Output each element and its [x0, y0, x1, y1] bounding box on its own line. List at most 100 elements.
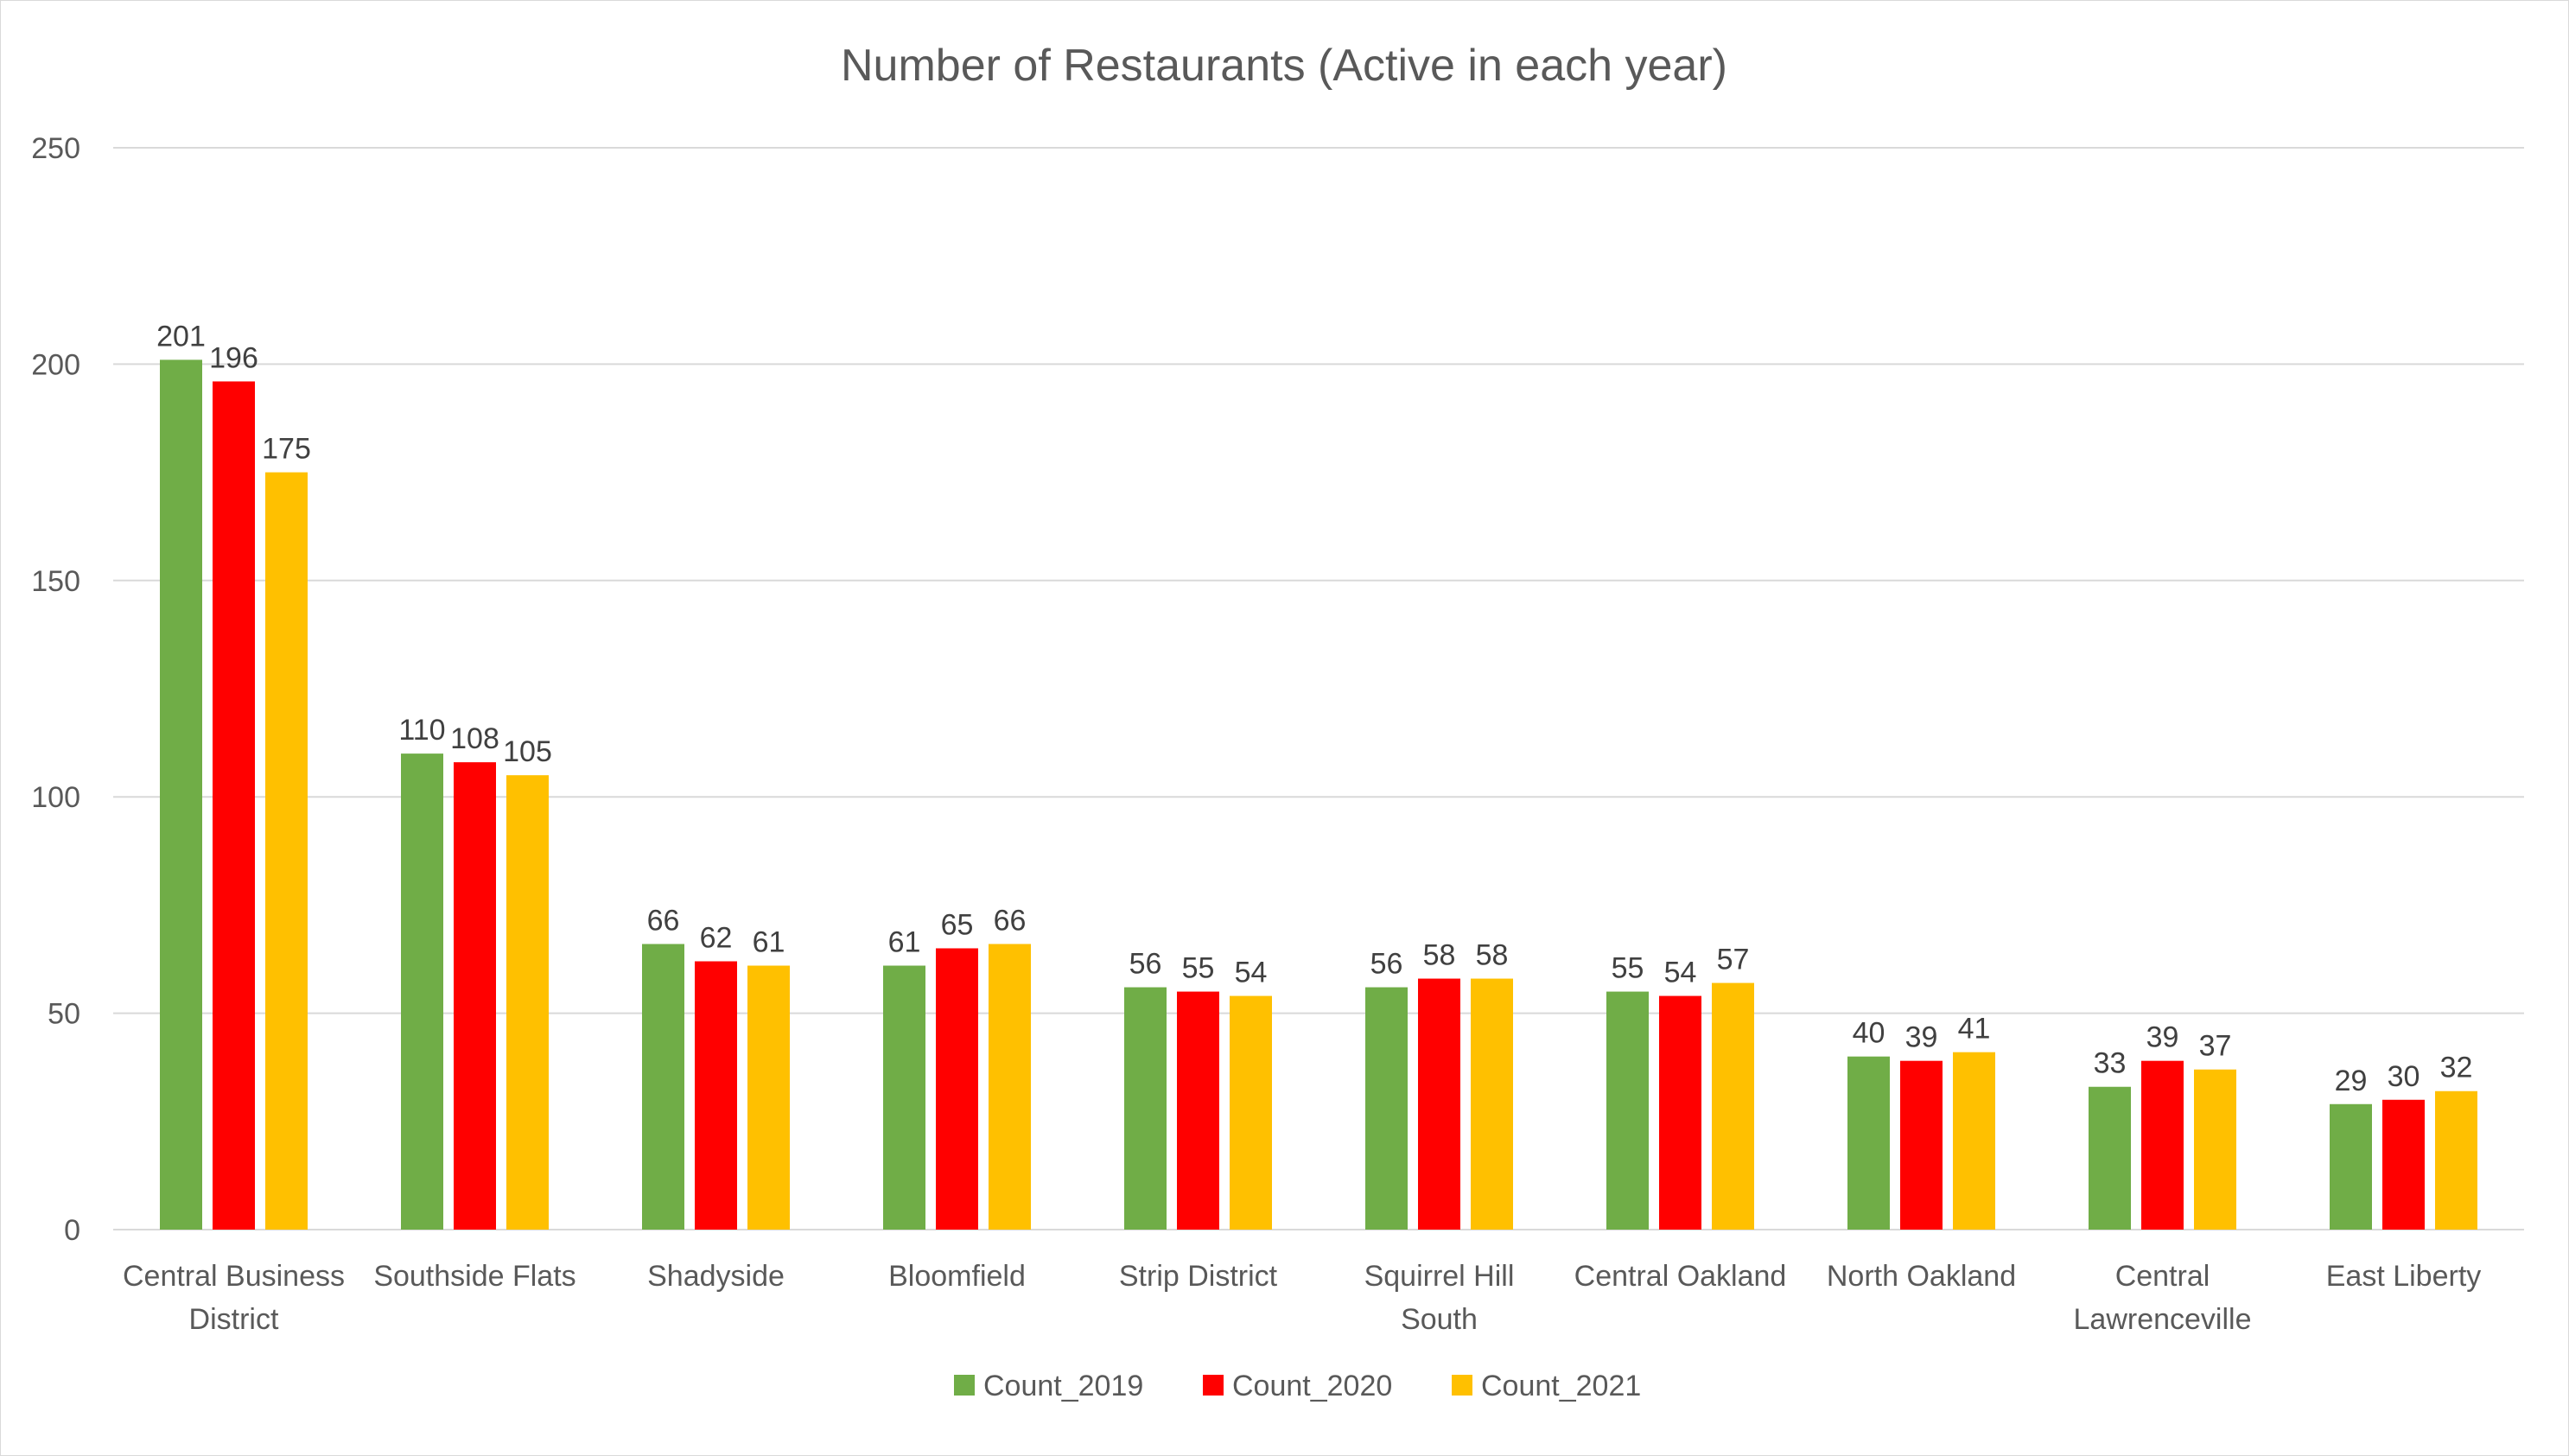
data-label: 30 — [2388, 1060, 2420, 1093]
category-label: Shadyside — [647, 1260, 785, 1293]
y-tick-label: 250 — [31, 132, 80, 165]
data-label: 39 — [1905, 1021, 1938, 1054]
bars — [160, 359, 2477, 1230]
category-label: Squirrel Hill South — [1364, 1260, 1515, 1336]
bar — [883, 965, 925, 1230]
data-label: 33 — [2094, 1047, 2127, 1080]
data-label: 29 — [2335, 1065, 2368, 1097]
y-tick-label: 200 — [31, 348, 80, 381]
category-label-line: Central — [2115, 1260, 2210, 1293]
bar — [695, 961, 737, 1230]
data-label: 66 — [994, 904, 1027, 937]
chart-title: Number of Restaurants (Active in each ye… — [841, 41, 1727, 91]
legend-entry-label: Count_2021 — [1481, 1370, 1641, 1402]
category-label: Bloomfield — [888, 1260, 1026, 1293]
category-label: North Oakland — [1827, 1260, 2016, 1293]
category-label-line: District — [189, 1303, 279, 1336]
data-label: 37 — [2199, 1030, 2232, 1063]
data-label: 55 — [1612, 952, 1644, 985]
bar — [265, 472, 308, 1230]
bar — [1471, 978, 1513, 1230]
category-label-line: Central Business — [123, 1260, 345, 1293]
data-label: 105 — [503, 735, 552, 768]
bar — [1230, 995, 1272, 1230]
category-label-line: Strip District — [1119, 1260, 1278, 1293]
y-tick-label: 100 — [31, 781, 80, 814]
category-label: Central Business District — [123, 1260, 345, 1336]
data-label: 56 — [1370, 948, 1403, 981]
category-label-line: Squirrel Hill — [1364, 1260, 1515, 1293]
y-tick-label: 150 — [31, 565, 80, 598]
bar — [2435, 1090, 2477, 1230]
category-label-line: Lawrenceville — [2074, 1303, 2252, 1336]
bar — [1418, 978, 1460, 1230]
data-label: 66 — [647, 904, 680, 937]
data-label: 39 — [2146, 1021, 2179, 1054]
category-label: Central Oakland — [1574, 1260, 1787, 1293]
data-label: 175 — [262, 433, 311, 466]
bar — [454, 762, 496, 1230]
legend-entry-label: Count_2019 — [983, 1370, 1143, 1402]
category-label-line: East Liberty — [2326, 1260, 2482, 1293]
legend-swatch — [1452, 1375, 1472, 1396]
y-tick-label: 50 — [48, 998, 80, 1031]
bar — [2382, 1099, 2425, 1230]
legend: Count_2019 Count_2020 Count_2021 — [954, 1370, 1641, 1402]
data-label: 55 — [1182, 952, 1215, 985]
bar — [506, 775, 549, 1230]
bar — [401, 753, 443, 1230]
legend-swatch — [1203, 1375, 1224, 1396]
data-label: 54 — [1235, 957, 1268, 989]
bar — [2194, 1069, 2236, 1230]
category-label-line: Bloomfield — [888, 1260, 1026, 1293]
data-label: 32 — [2440, 1052, 2473, 1084]
x-axis-categories: Central Business District Southside Flats S… — [123, 1260, 2481, 1336]
data-label: 58 — [1476, 939, 1509, 972]
bar — [160, 359, 202, 1230]
bar — [2141, 1060, 2184, 1230]
bar — [1606, 991, 1649, 1230]
category-label-line: Shadyside — [647, 1260, 785, 1293]
bar — [213, 381, 255, 1230]
bar — [1177, 991, 1219, 1230]
category-label: Strip District — [1119, 1260, 1278, 1293]
data-label: 56 — [1129, 948, 1162, 981]
bar — [1953, 1052, 1995, 1230]
bar — [1659, 995, 1701, 1230]
data-label: 108 — [450, 722, 499, 755]
data-label: 61 — [888, 926, 921, 959]
data-label: 57 — [1717, 944, 1750, 976]
data-label: 196 — [209, 341, 258, 374]
bar — [1712, 982, 1754, 1230]
data-label: 65 — [941, 908, 974, 941]
legend-swatch — [954, 1375, 975, 1396]
category-label-line: Southside Flats — [373, 1260, 575, 1293]
data-label: 58 — [1423, 939, 1456, 972]
category-label: Southside Flats — [373, 1260, 575, 1293]
data-label: 61 — [753, 926, 785, 959]
data-label: 54 — [1664, 957, 1697, 989]
data-label: 110 — [398, 714, 445, 747]
bar — [747, 965, 790, 1230]
bar — [1124, 987, 1167, 1230]
category-label: East Liberty — [2326, 1260, 2482, 1293]
bar — [1847, 1056, 1890, 1230]
category-label-line: Central Oakland — [1574, 1260, 1787, 1293]
category-label-line: South — [1401, 1303, 1478, 1336]
bar — [1900, 1060, 1943, 1230]
data-label: 62 — [700, 922, 733, 955]
data-label: 41 — [1958, 1013, 1991, 1046]
bar — [2089, 1086, 2131, 1230]
category-label-line: North Oakland — [1827, 1260, 2016, 1293]
bar — [1365, 987, 1408, 1230]
data-label: 40 — [1853, 1017, 1885, 1050]
legend-entry-label: Count_2020 — [1232, 1370, 1392, 1402]
data-label: 201 — [156, 320, 206, 353]
bar — [989, 944, 1031, 1230]
category-label: Central Lawrenceville — [2074, 1260, 2252, 1336]
bar — [642, 944, 684, 1230]
bar — [936, 948, 978, 1230]
